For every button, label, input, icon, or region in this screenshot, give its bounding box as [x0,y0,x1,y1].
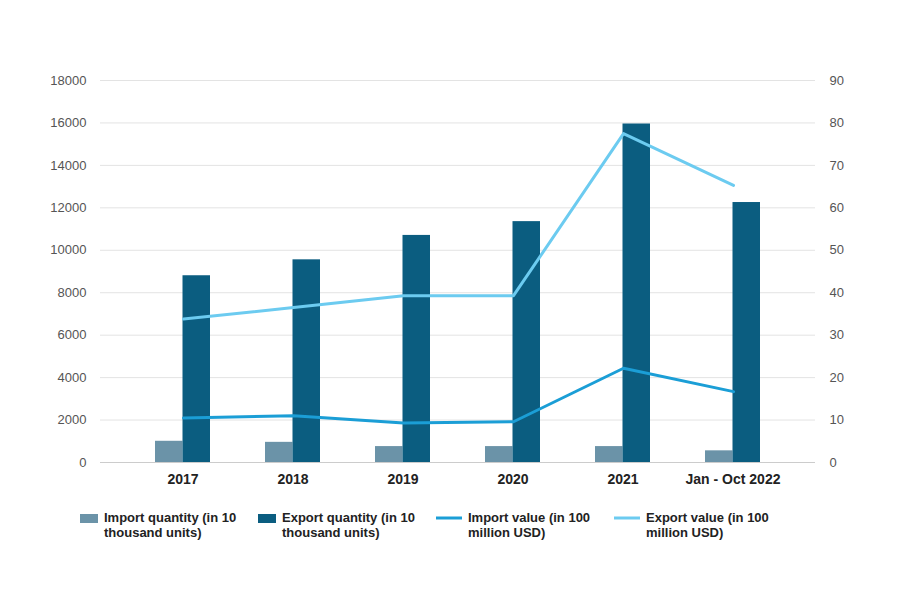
svg-text:20: 20 [830,370,844,385]
svg-text:70: 70 [830,158,844,173]
svg-text:80: 80 [830,115,844,130]
svg-text:2000: 2000 [58,412,87,427]
svg-text:2019: 2019 [387,471,418,487]
svg-text:10: 10 [830,412,844,427]
svg-text:2021: 2021 [607,471,638,487]
svg-text:2020: 2020 [497,471,528,487]
svg-text:40: 40 [830,285,844,300]
html-text:Import quantity (in 10 thousan: Import quantity (in 10 thousand units) [104,510,237,540]
svg-text:60: 60 [830,200,844,215]
svg-text:2018: 2018 [277,471,308,487]
svg-text:50: 50 [830,242,844,257]
html-text:Export value (in 100 million U: Export value (in 100 million USD) [646,510,769,540]
html-text:Import value (in 100 million U: Import value (in 100 million USD) [468,510,591,540]
svg-text:2017: 2017 [167,471,198,487]
svg-text:90: 90 [830,73,844,88]
svg-text:0: 0 [830,455,837,470]
svg-text:30: 30 [830,327,844,342]
svg-text:0: 0 [79,455,86,470]
html-text:Export quantity (in 10 thousan: Export quantity (in 10 thousand units) [282,510,415,540]
svg-text:16000: 16000 [50,115,86,130]
svg-text:Jan - Oct 2022: Jan - Oct 2022 [686,471,781,487]
svg-text:18000: 18000 [50,73,86,88]
svg-text:12000: 12000 [50,200,86,215]
svg-text:6000: 6000 [58,327,87,342]
svg-text:14000: 14000 [50,158,86,173]
svg-text:4000: 4000 [58,370,87,385]
svg-text:8000: 8000 [58,285,87,300]
svg-text:10000: 10000 [50,242,86,257]
